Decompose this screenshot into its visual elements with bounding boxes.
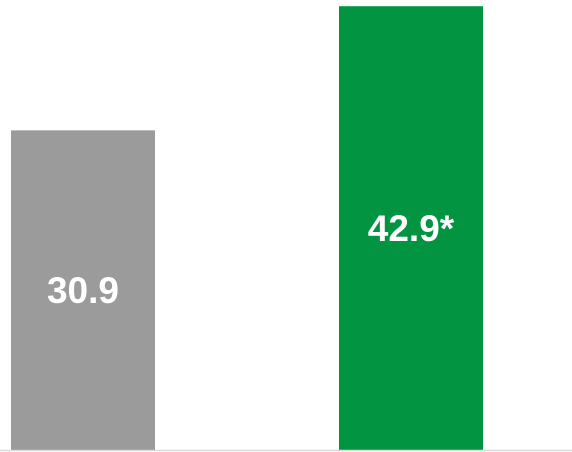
bar-2-value-label: 42.9* bbox=[368, 208, 455, 249]
bar-1-value-label: 30.9 bbox=[47, 270, 119, 311]
bar-1 bbox=[11, 130, 155, 450]
bar-2 bbox=[339, 6, 483, 450]
